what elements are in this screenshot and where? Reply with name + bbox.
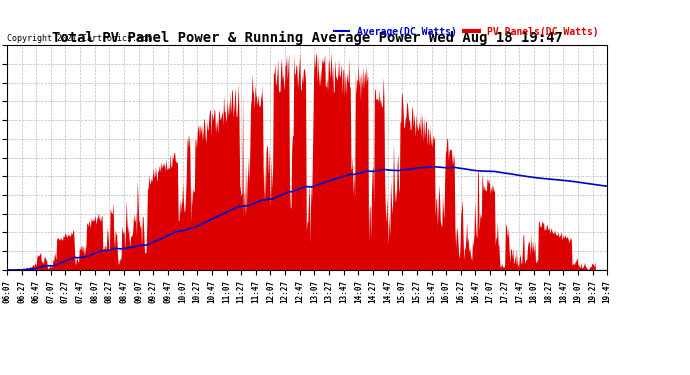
Title: Total PV Panel Power & Running Average Power Wed Aug 18 19:47: Total PV Panel Power & Running Average P… bbox=[52, 31, 562, 45]
Text: Copyright 2021 Cartronics.com: Copyright 2021 Cartronics.com bbox=[7, 34, 152, 43]
Legend: Average(DC Watts), PV Panels(DC Watts): Average(DC Watts), PV Panels(DC Watts) bbox=[331, 23, 602, 40]
